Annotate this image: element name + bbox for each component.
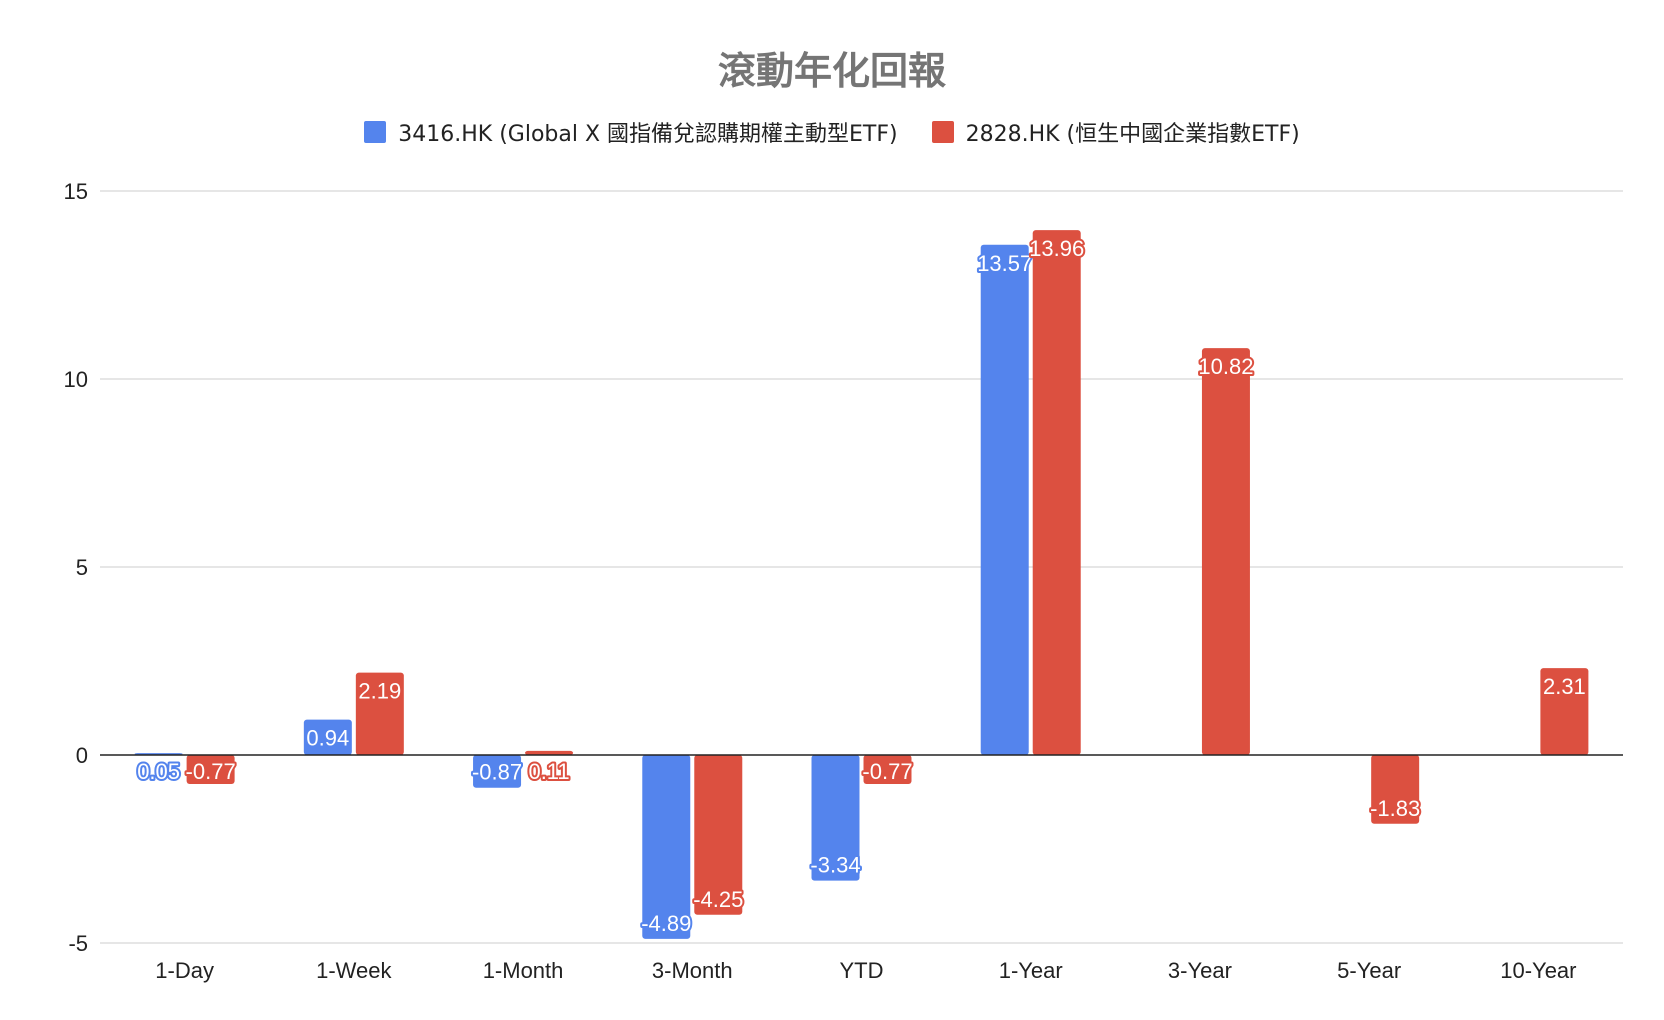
x-tick-label-5-Year: 5-Year [1337,958,1401,983]
x-tick-label-10-Year: 10-Year [1500,958,1576,983]
legend-label-2828: 2828.HK (恒生中國企業指數ETF) [965,122,1300,147]
bar-s1-1-Month [525,750,574,755]
bar-s0-1-Month [473,755,522,788]
bar-s0-3-Month [642,755,691,939]
data-label-s0-1-Year: 13.57 [977,251,1032,276]
data-label-s0-1-Week: 0.94 [306,726,349,751]
x-tick-label-3-Month: 3-Month [652,958,733,983]
bar-s1-1-Day [186,755,235,784]
bar-s0-1-Week [303,719,352,755]
y-tick-label-3: 0 [76,743,88,768]
data-label-s0-1-Month: -0.87 [472,760,522,785]
y-tick-label-4: -5 [68,931,88,956]
bar-s0-1-Year [980,244,1029,755]
x-tick-label-1-Year: 1-Year [999,958,1063,983]
data-label-s1-3-Month: -4.25 [693,887,743,912]
x-tick-label-1-Day: 1-Day [155,958,214,983]
bar-s1-3-Month [694,755,743,915]
data-label-s1-1-Week: 2.19 [358,679,401,704]
data-label-s1-YTD: -0.77 [862,759,912,784]
legend-label-3416: 3416.HK (Global X 國指備兌認購期權主動型ETF) [398,122,898,147]
bar-s1-5-Year [1371,755,1420,824]
data-label-s1-1-Month: 0.11 [528,759,569,784]
data-label-s1-1-Day: -0.77 [186,759,236,784]
data-label-s0-3-Month: -4.89 [641,911,691,936]
y-tick-label-0: 15 [64,179,88,204]
bar-s1-1-Week [355,672,404,755]
data-label-s1-3-Year: 10.82 [1198,354,1253,379]
chart-title: 滾動年化回報 [717,49,946,93]
legend-item-2828[interactable]: 2828.HK (恒生中國企業指數ETF) [931,116,1300,148]
data-label-s0-1-Day: 0.05 [137,759,180,784]
bar-s1-YTD [863,755,912,784]
x-tick-label-1-Month: 1-Month [483,958,564,983]
bar-s0-YTD [811,755,860,881]
data-label-s0-YTD: -3.34 [810,853,860,878]
x-tick-label-YTD: YTD [840,958,884,983]
legend-swatch-2828 [931,121,954,143]
data-label-s1-5-Year: -1.83 [1370,796,1420,821]
x-tick-label-3-Year: 3-Year [1168,958,1232,983]
legend-item-3416[interactable]: 3416.HK (Global X 國指備兌認購期權主動型ETF) [364,116,898,148]
bar-s1-10-Year [1540,668,1589,755]
data-label-s1-10-Year: 2.31 [1543,674,1586,699]
legend-swatch-3416 [364,121,387,143]
x-tick-label-1-Week: 1-Week [316,958,392,983]
legend: 3416.HK (Global X 國指備兌認購期權主動型ETF) 2828.H… [0,116,1664,148]
bar-s1-3-Year [1201,348,1250,755]
data-label-s1-1-Year: 13.96 [1029,236,1084,261]
y-tick-label-2: 5 [76,555,88,580]
bar-s1-1-Year [1032,230,1081,755]
y-tick-label-1: 10 [64,367,88,392]
